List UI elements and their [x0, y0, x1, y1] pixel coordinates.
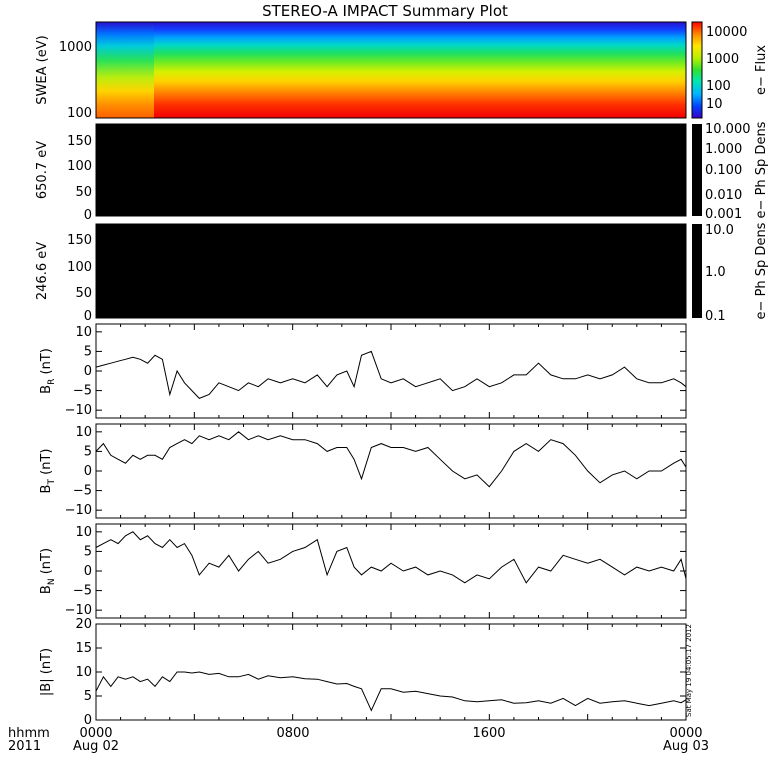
pad-246-colorbar-tick-1: 1.0 [705, 265, 726, 280]
x-tick-0000-start: 0000 [79, 726, 112, 741]
bn-panel: 10 5 0 −5 −10 BN (nT) [39, 523, 687, 619]
swea-ylabel: SWEA (eV) [35, 35, 50, 104]
bn-series-line [95, 531, 687, 584]
br-series-line [95, 350, 687, 399]
swea-ytick-1000: 1000 [59, 40, 92, 55]
pad-246-ytick-0: 0 [84, 309, 92, 324]
pad-246-ytick-150: 150 [67, 233, 92, 248]
x-axis: hhmm 2011 0000 Aug 02 0800 1600 0000 Aug… [8, 726, 709, 754]
bmag-ytick-label: 15 [75, 641, 92, 656]
swea-colorbar-tick-100: 100 [706, 79, 731, 94]
generation-timestamp: Sat May 19 04:05:17 2012 [685, 624, 693, 717]
bt-ytick-label: 5 [84, 444, 92, 459]
bn-frame [95, 523, 687, 619]
swea-colorbar-tick-10000: 10000 [706, 25, 747, 40]
bmag-series-line [95, 671, 687, 712]
pad-650-colorbar [692, 124, 702, 216]
bn-ytick-label: −10 [65, 603, 92, 618]
bt-series-line [95, 431, 687, 488]
br-ytick-label: 5 [84, 344, 92, 359]
bt-ytick-label: −10 [65, 503, 92, 518]
bn-ytick-label: 5 [84, 544, 92, 559]
pad-650-ytick-100: 100 [67, 159, 92, 174]
bt-ytick-label: 10 [75, 425, 92, 440]
br-panel: 10 5 0 −5 −10 BR (nT) [39, 323, 687, 419]
br-ytick-label: 0 [84, 364, 92, 379]
pad-246-colorbar-label: e− Ph Sp Dens [754, 222, 769, 319]
pad-650-panel: 650.7 eV 150 100 50 0 10.000 1.000 0.100… [35, 121, 769, 223]
pad-650-colorbar-tick-10: 10.000 [705, 122, 751, 137]
pad-650-ytick-50: 50 [75, 185, 92, 200]
chart-title: STEREO-A IMPACT Summary Plot [262, 2, 508, 20]
pad-650-ylabel: 650.7 eV [35, 141, 50, 199]
x-tick-date-aug02: Aug 02 [73, 739, 119, 754]
bmag-ytick-label: 20 [75, 617, 92, 632]
pad-246-colorbar-tick-01: 0.1 [705, 309, 726, 324]
pad-650-colorbar-label: e− Ph Sp Dens [754, 121, 769, 218]
x-tick-0800: 0800 [276, 726, 309, 741]
bmag-panel: 20 15 10 5 0 |B| (nT) [39, 617, 687, 728]
pad-246-colorbar [692, 224, 702, 318]
br-ytick-label: −5 [73, 384, 92, 399]
swea-colorbar-tick-10: 10 [706, 97, 723, 112]
swea-spectrogram [96, 22, 686, 118]
pad-650-colorbar-tick-1: 1.000 [705, 142, 742, 157]
pad-246-ytick-100: 100 [67, 260, 92, 275]
swea-colorbar-label: e− Flux [754, 45, 769, 95]
pad-650-ytick-150: 150 [67, 134, 92, 149]
pad-246-heatmap [96, 224, 686, 318]
bmag-ytick-label: 5 [84, 689, 92, 704]
bmag-ytick-label: 0 [84, 713, 92, 728]
swea-panel: SWEA (eV) 1000 100 10000 1000 100 10 e− … [35, 21, 769, 121]
bt-ytick-label: 0 [84, 464, 92, 479]
pad-246-ytick-50: 50 [75, 286, 92, 301]
bt-frame [95, 423, 687, 519]
swea-ytick-100: 100 [67, 106, 92, 121]
pad-650-ytick-0: 0 [84, 208, 92, 223]
x-tick-0000-end: 0000 [669, 726, 702, 741]
x-axis-label-year: 2011 [8, 739, 41, 754]
pad-246-panel: 246.6 eV 150 100 50 0 10.0 1.0 0.1 e− Ph… [35, 222, 769, 324]
pad-650-colorbar-tick-001: 0.010 [705, 188, 742, 203]
pad-650-heatmap [96, 124, 686, 216]
pad-246-colorbar-tick-10: 10.0 [705, 223, 734, 238]
br-ylabel: BR (nT) [39, 348, 57, 394]
bmag-ytick-label: 10 [75, 665, 92, 680]
x-axis-label-hhmm: hhmm [8, 726, 50, 741]
magnetic-field-panels: 10 5 0 −5 −10 BR (nT) 10 5 0 −5 −10 BT (nT) 10 5 0 −5 −1… [39, 323, 687, 728]
bn-ylabel: BN (nT) [39, 548, 57, 594]
swea-colorbar-tick-1000: 1000 [706, 52, 739, 67]
bn-ytick-label: 10 [75, 525, 92, 540]
pad-246-ylabel: 246.6 eV [35, 242, 50, 300]
bt-panel: 10 5 0 −5 −10 BT (nT) [39, 423, 687, 519]
swea-colorbar [691, 21, 703, 119]
br-ytick-label: 10 [75, 325, 92, 340]
x-tick-date-aug03: Aug 03 [663, 739, 709, 754]
pad-650-colorbar-tick-01: 0.100 [705, 163, 742, 178]
br-ytick-label: −10 [65, 403, 92, 418]
bn-ytick-label: 0 [84, 564, 92, 579]
bt-ylabel: BT (nT) [39, 449, 57, 494]
swea-early-interval [96, 22, 154, 118]
bt-ytick-label: −5 [73, 484, 92, 499]
bn-ytick-label: −5 [73, 584, 92, 599]
pad-650-colorbar-tick-0001: 0.001 [705, 207, 742, 222]
x-tick-1600: 1600 [472, 726, 505, 741]
bmag-ylabel: |B| (nT) [39, 648, 54, 696]
br-frame [95, 323, 687, 419]
